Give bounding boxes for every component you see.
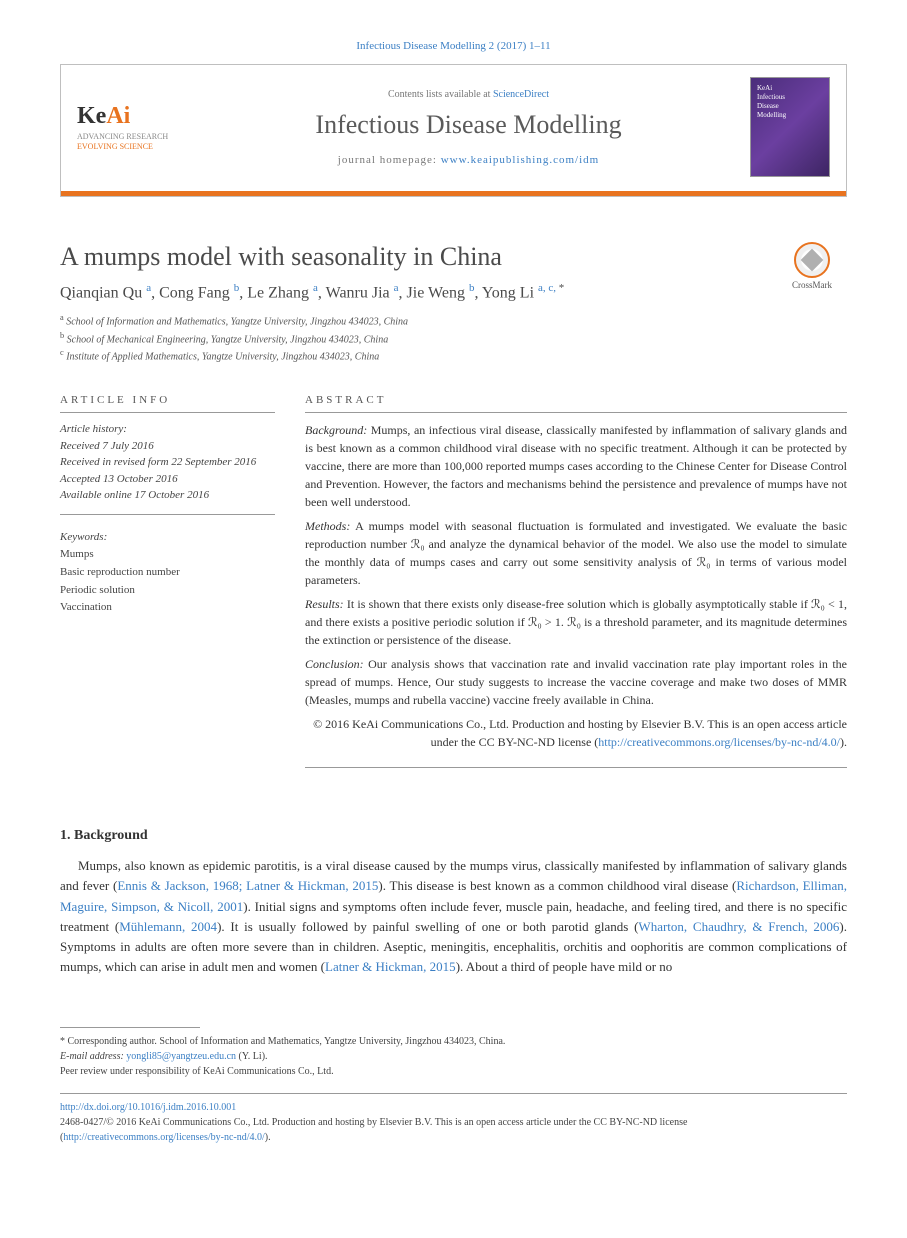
journal-homepage: journal homepage: www.keaipublishing.com… xyxy=(187,154,750,166)
keyword-item: Periodic solution xyxy=(60,582,275,600)
affiliations: a School of Information and Mathematics,… xyxy=(60,312,847,364)
abstract-results-label: Results: xyxy=(305,597,344,611)
revised-date: Received in revised form 22 September 20… xyxy=(60,456,256,468)
abstract-conclusion-label: Conclusion: xyxy=(305,657,364,671)
contents-prefix: Contents lists available at xyxy=(388,89,493,100)
email-suffix: (Y. Li). xyxy=(236,1051,267,1062)
contents-available: Contents lists available at ScienceDirec… xyxy=(187,89,750,100)
history-label: Article history: xyxy=(60,423,127,435)
keyword-item: Mumps xyxy=(60,546,275,564)
article-title: A mumps model with seasonality in China xyxy=(60,242,847,272)
keywords-block: Keywords: MumpsBasic reproduction number… xyxy=(60,529,275,617)
journal-cover-thumbnail xyxy=(750,77,830,177)
logo-text-accent: Ai xyxy=(106,103,130,129)
abstract-label: ABSTRACT xyxy=(305,394,847,413)
abstract-conclusion-text: Our analysis shows that vaccination rate… xyxy=(305,657,847,707)
abstract-copyright-close: ). xyxy=(840,735,847,749)
footer-separator xyxy=(60,1093,847,1094)
license-link[interactable]: http://creativecommons.org/licenses/by-n… xyxy=(598,735,840,749)
author-list: Qianqian Qu a, Cong Fang b, Le Zhang a, … xyxy=(60,282,847,302)
section-1-body: Mumps, also known as epidemic parotitis,… xyxy=(60,856,847,977)
keyword-item: Vaccination xyxy=(60,599,275,617)
section-heading-1: 1. Background xyxy=(60,828,847,844)
abstract-methods-label: Methods: xyxy=(305,519,350,533)
footer-license-link[interactable]: http://creativecommons.org/licenses/by-n… xyxy=(63,1132,264,1143)
journal-name: Infectious Disease Modelling xyxy=(187,110,750,140)
article-history: Article history: Received 7 July 2016 Re… xyxy=(60,421,275,515)
abstract-background-label: Background: xyxy=(305,423,367,437)
publisher-logo: KeAi ADVANCING RESEARCH EVOLVING SCIENCE xyxy=(77,103,187,151)
abstract-results-text: It is shown that there exists only disea… xyxy=(305,597,847,647)
online-date: Available online 17 October 2016 xyxy=(60,489,209,501)
homepage-prefix: journal homepage: xyxy=(338,154,441,166)
email-link[interactable]: yongli85@yangtzeu.edu.cn xyxy=(126,1051,236,1062)
corresponding-author: * Corresponding author. School of Inform… xyxy=(60,1034,847,1049)
sciencedirect-link[interactable]: ScienceDirect xyxy=(493,89,549,100)
doi-link[interactable]: http://dx.doi.org/10.1016/j.idm.2016.10.… xyxy=(60,1102,236,1113)
email-label: E-mail address: xyxy=(60,1051,126,1062)
journal-header: KeAi ADVANCING RESEARCH EVOLVING SCIENCE… xyxy=(60,64,847,197)
footer-close: ). xyxy=(265,1132,271,1143)
logo-tagline-2: EVOLVING SCIENCE xyxy=(77,142,153,151)
footnotes: * Corresponding author. School of Inform… xyxy=(60,1034,847,1079)
homepage-link[interactable]: www.keaipublishing.com/idm xyxy=(441,154,600,166)
page-footer: http://dx.doi.org/10.1016/j.idm.2016.10.… xyxy=(60,1100,847,1145)
peer-review-note: Peer review under responsibility of KeAi… xyxy=(60,1064,847,1079)
article-info-label: ARTICLE INFO xyxy=(60,394,275,413)
accepted-date: Accepted 13 October 2016 xyxy=(60,473,178,485)
logo-tagline-1: ADVANCING RESEARCH xyxy=(77,132,168,141)
crossmark-icon xyxy=(794,242,830,278)
crossmark-widget[interactable]: CrossMark xyxy=(777,242,847,290)
logo-text-main: Ke xyxy=(77,103,106,129)
abstract-text: Background: Mumps, an infectious viral d… xyxy=(305,421,847,768)
received-date: Received 7 July 2016 xyxy=(60,440,154,452)
abstract-background-text: Mumps, an infectious viral disease, clas… xyxy=(305,423,847,509)
accent-bar xyxy=(61,191,846,196)
keyword-item: Basic reproduction number xyxy=(60,564,275,582)
footnote-separator xyxy=(60,1027,200,1028)
keywords-label: Keywords: xyxy=(60,531,107,543)
citation-line: Infectious Disease Modelling 2 (2017) 1–… xyxy=(60,40,847,52)
crossmark-label: CrossMark xyxy=(792,280,832,290)
abstract-methods-text: A mumps model with seasonal fluctuation … xyxy=(305,519,847,587)
